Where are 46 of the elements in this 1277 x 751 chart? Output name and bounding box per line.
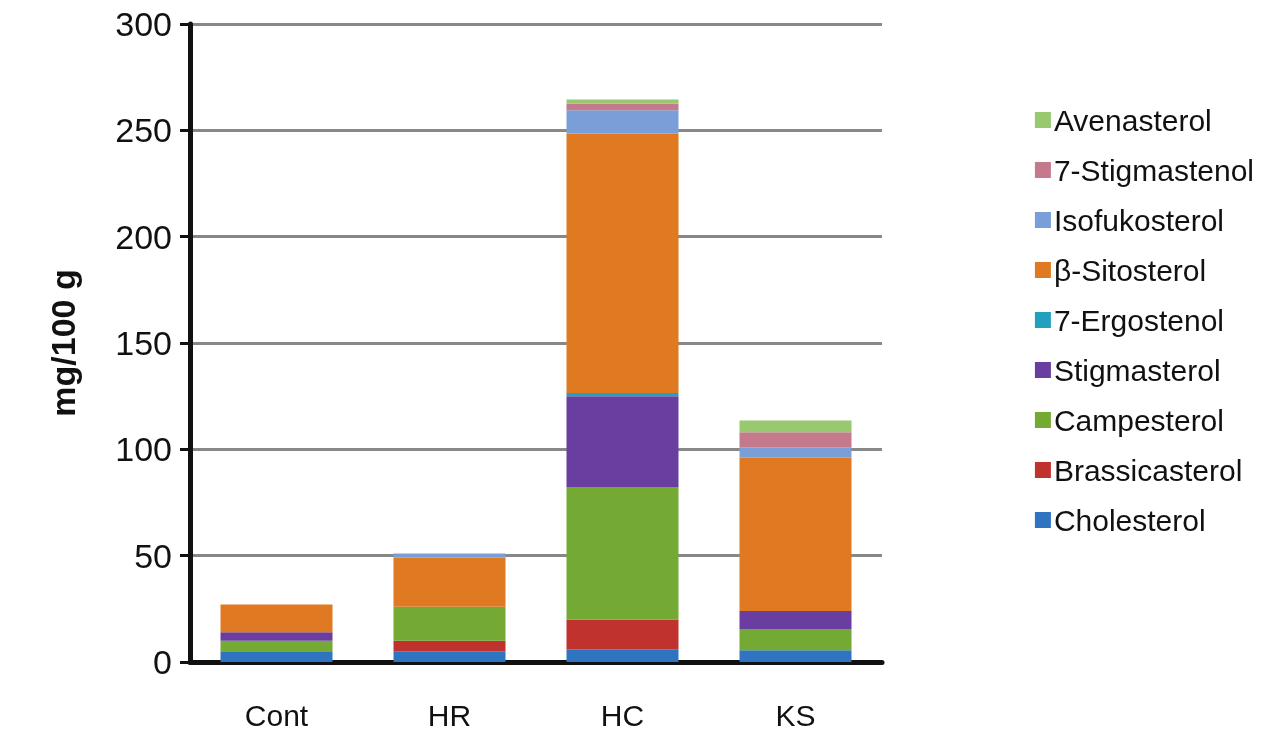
y-tick-label: 0: [153, 643, 172, 681]
bar: [566, 133, 679, 393]
legend-label: Brassicasterol: [1053, 453, 1243, 487]
bar: [220, 632, 333, 641]
legend-label: β-Sitosterol: [1053, 253, 1207, 287]
bar: [739, 447, 852, 458]
bar: [739, 457, 852, 611]
x-tick-label: KS: [775, 698, 816, 732]
y-axis-title: mg/100 g: [44, 269, 82, 417]
bar: [739, 432, 852, 448]
bar: [393, 640, 506, 652]
legend-label: Isofukosterol: [1053, 203, 1224, 237]
y-tick-label: 200: [115, 217, 172, 256]
y-tick-label: 50: [134, 536, 172, 575]
bar: [739, 610, 852, 630]
bar: [566, 619, 679, 650]
bar: [566, 103, 679, 111]
bar: [393, 651, 506, 662]
bar: [393, 553, 506, 558]
legend-label: Campesterol: [1053, 403, 1224, 437]
x-tick-label: HC: [600, 698, 645, 732]
bar: [739, 650, 852, 662]
bar: [220, 604, 333, 633]
x-tick-label: HR: [427, 698, 472, 732]
bar: [739, 420, 852, 433]
y-tick-label: 100: [115, 430, 172, 469]
bar: [220, 640, 333, 652]
bar: [566, 487, 679, 620]
bar: [566, 649, 679, 662]
x-tick-label: Cont: [244, 698, 309, 732]
legend-label: Stigmasterol: [1053, 353, 1221, 387]
bar: [739, 629, 852, 651]
bar: [220, 651, 333, 662]
bar: [566, 99, 679, 104]
legend-label: 7-Ergostenol: [1053, 303, 1225, 337]
bar: [393, 557, 506, 607]
bar: [566, 396, 679, 488]
y-tick-label: 150: [115, 324, 172, 362]
bar: [566, 392, 679, 397]
bar: [393, 606, 506, 641]
legend-label: 7-Stigmastenol: [1053, 153, 1255, 187]
bar: [566, 110, 679, 134]
legend-label: Cholesterol: [1053, 503, 1206, 537]
legend-label: Avenasterol: [1053, 103, 1212, 137]
y-tick-label: 250: [115, 111, 172, 150]
y-tick-label: 300: [115, 5, 172, 43]
